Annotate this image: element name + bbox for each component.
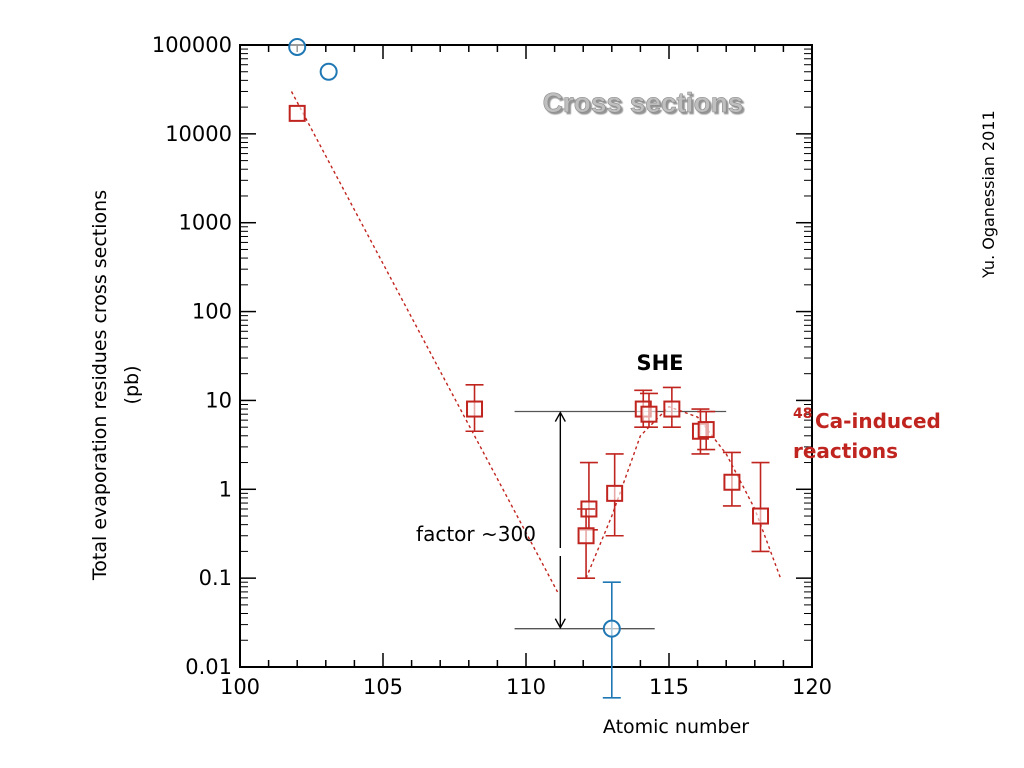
reference-lines [514,410,727,630]
x-axis-label: Atomic number [603,716,749,738]
y-tick-label: 0.1 [199,566,232,590]
data-point-circle [602,619,621,638]
y-axis-label-unit: (pb) [121,366,143,405]
data-point-square [723,473,741,491]
x-tick-label: 110 [506,675,546,699]
data-point-square [466,400,484,418]
y-axis-label: Total evaporation residues cross section… [89,190,143,581]
y-tick-label: 10 [205,388,232,412]
factor-label: factor ~300 [416,522,536,546]
ca-mass-superscript: 48 [793,406,812,422]
ca-label-line2: reactions [793,439,898,463]
chart-title: Cross sections [543,87,744,118]
data-marks [288,37,770,699]
y-tick-label: 10000 [165,122,232,146]
data-point-square [577,527,595,545]
ca-induced-label: 48 Ca-induced reactions [793,406,941,463]
data-point-square [752,507,770,525]
data-point-square [697,421,715,439]
data-point-square [640,405,658,423]
y-tick-label: 0.01 [185,655,232,679]
axes [239,44,813,668]
x-tick-label: 100 [220,675,260,699]
x-tick-label: 120 [792,675,832,699]
data-point-circle [319,62,338,81]
she-label: SHE [636,351,683,375]
y-axis-label-line1: Total evaporation residues cross section… [89,190,111,581]
data-point-square [288,104,306,122]
data-point-circle [288,37,307,56]
factor-arrowhead-down [554,618,566,630]
data-point-square [663,400,681,418]
x-tick-label: 115 [649,675,689,699]
axis-ticks: 100 105 110 115 120 100000 10000 1000 100 10 1 0.1 0… [152,33,832,699]
fit-line [290,91,559,593]
plot-frame [239,44,813,668]
x-tick-label: 105 [363,675,403,699]
data-point-square [606,484,624,502]
y-tick-label: 1000 [179,211,232,235]
y-tick-label: 100000 [152,33,232,57]
fit-lines [290,91,782,593]
y-tick-label: 1 [219,477,232,501]
factor-arrowhead-up [554,411,566,422]
author-credit: Yu. Oganessian 2011 [979,110,998,279]
y-tick-label: 100 [192,300,232,324]
ca-label-line1: Ca-induced [815,409,941,433]
